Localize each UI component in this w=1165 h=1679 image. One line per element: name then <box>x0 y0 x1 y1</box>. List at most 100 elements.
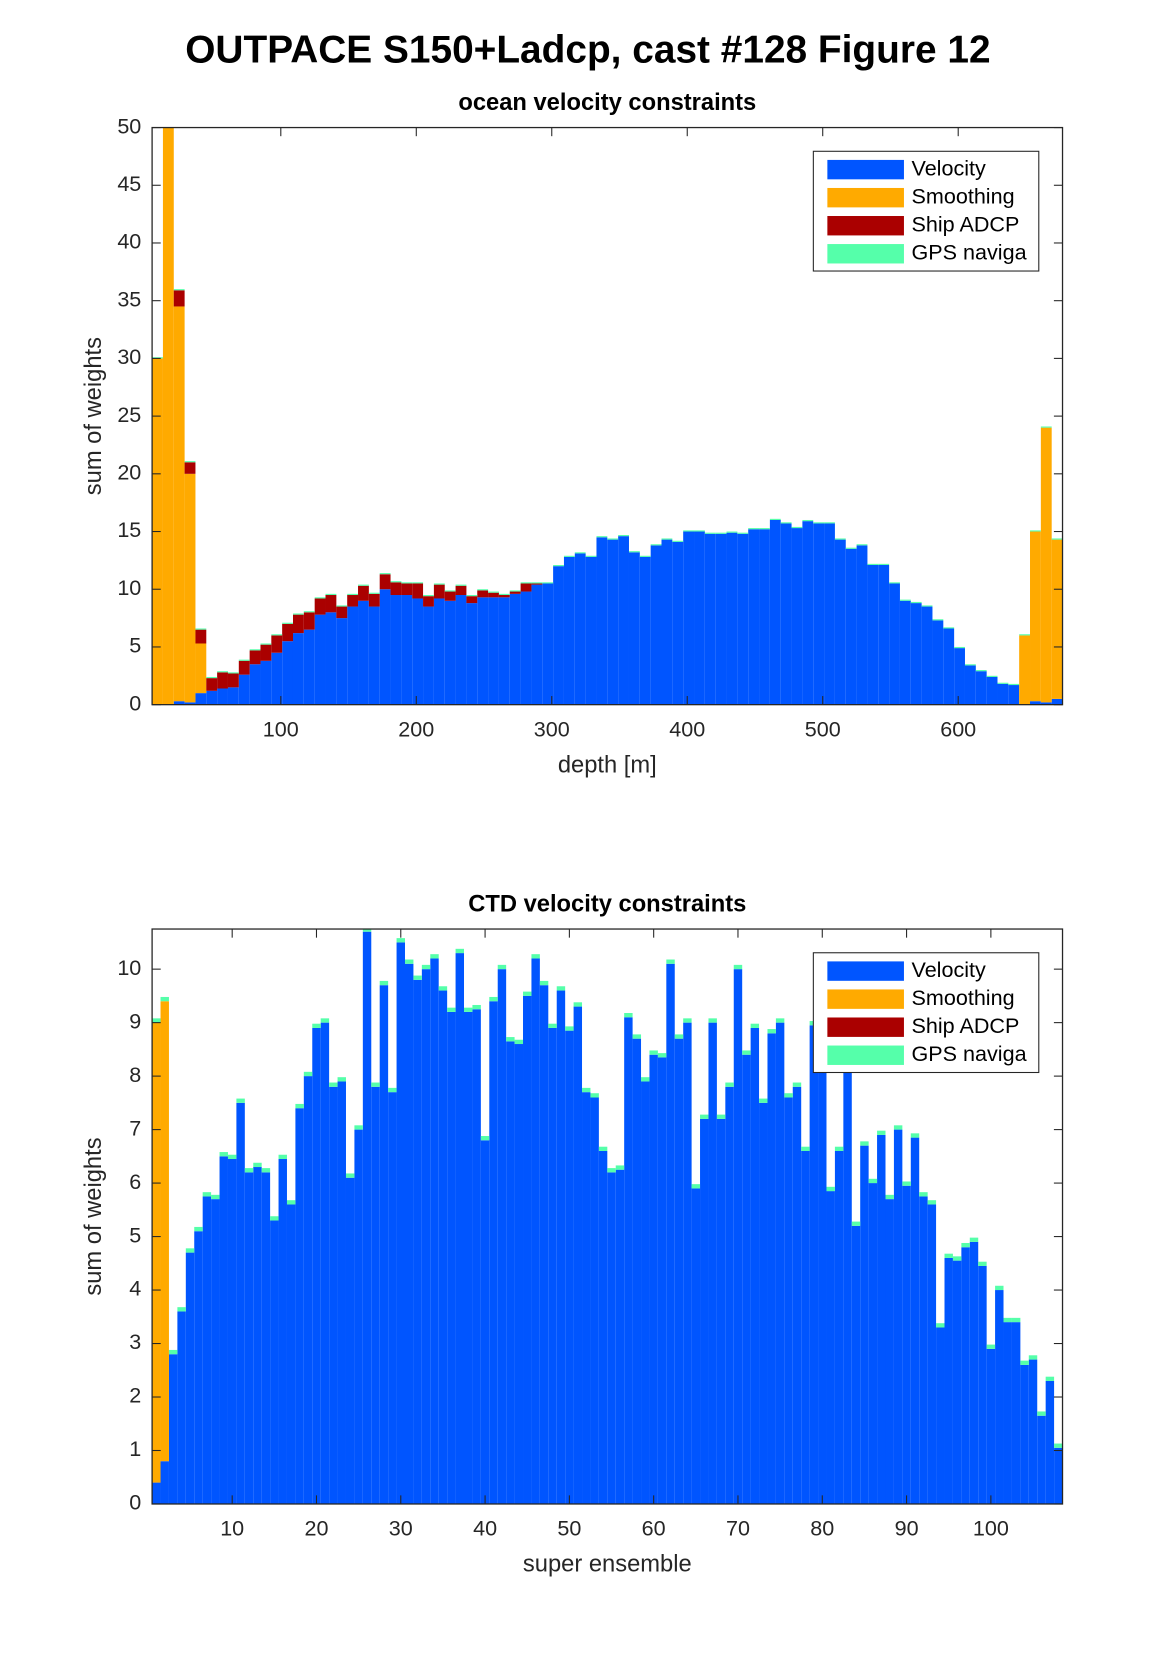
bar-segment <box>607 539 619 705</box>
bar-segment <box>523 991 532 996</box>
bar-segment <box>927 1200 937 1205</box>
bar-segment <box>292 613 304 615</box>
bar-segment <box>1019 635 1031 705</box>
bar-segment <box>211 1199 220 1504</box>
bar-segment <box>919 1192 928 1197</box>
bar-segment <box>488 592 499 598</box>
bar-segment <box>337 1077 346 1082</box>
bar-segment <box>152 1018 161 1023</box>
bar-segment <box>162 127 174 705</box>
bar-segment <box>282 641 293 705</box>
bar-segment <box>683 531 695 705</box>
y-tick-label: 0 <box>129 690 141 715</box>
bar-segment <box>661 539 673 705</box>
bar-segment <box>379 985 389 1504</box>
bar-segment <box>336 618 348 705</box>
bar-segment <box>464 1011 473 1504</box>
bar-segment <box>650 545 662 705</box>
legend: Velocity Smoothing Ship ADCP GPS naviga <box>812 150 1040 272</box>
x-axis-label: super ensemble <box>523 1552 692 1578</box>
bar-segment <box>889 582 900 584</box>
bar-segment <box>347 595 359 607</box>
bar-segment <box>260 644 272 661</box>
bar-segment <box>325 612 337 705</box>
bar-segment <box>444 591 456 601</box>
bar-segment <box>607 1168 616 1173</box>
bar-segment <box>498 595 510 598</box>
bar-segment <box>986 1348 996 1504</box>
bar-segment <box>1051 698 1063 705</box>
bar-segment <box>390 581 402 583</box>
bar-segment <box>401 595 413 705</box>
bar-segment <box>347 606 359 705</box>
y-tick-label: 25 <box>117 402 141 427</box>
bar-segment <box>177 1307 186 1312</box>
bar-segment <box>899 600 911 705</box>
y-tick-label: 10 <box>117 575 141 600</box>
y-tick-label: 7 <box>129 1115 141 1140</box>
bar-segment <box>379 589 391 705</box>
bar-segment <box>573 1002 583 1007</box>
bar-segment <box>270 1216 279 1221</box>
chart-title: CTD velocity constraints <box>468 892 746 918</box>
bar-segment <box>860 1141 869 1146</box>
y-tick-label: 15 <box>117 517 141 542</box>
bar-segment <box>573 1006 583 1504</box>
y-tick-label: 9 <box>129 1008 141 1033</box>
bar-segment <box>878 565 890 705</box>
bar-segment <box>480 1136 490 1141</box>
bar-segment <box>194 1231 203 1504</box>
bar-segment <box>412 583 424 599</box>
y-tick-label: 3 <box>129 1329 141 1354</box>
legend-label: Smoothing <box>912 183 1015 208</box>
bar-segment <box>295 1103 304 1109</box>
bar-segment <box>236 1102 245 1504</box>
x-tick-label: 10 <box>220 1516 244 1541</box>
bar-segment <box>851 1225 861 1504</box>
bar-segment <box>574 553 586 705</box>
bar-segment <box>480 1140 490 1504</box>
bar-segment <box>607 538 619 540</box>
bar-segment <box>336 606 348 619</box>
bar-segment <box>329 1082 338 1087</box>
bar-segment <box>1051 539 1063 699</box>
bar-segment <box>329 1086 338 1504</box>
y-tick-label: 35 <box>117 286 141 311</box>
bar-segment <box>514 1039 524 1045</box>
bar-segment <box>368 593 380 607</box>
bar-segment <box>615 1165 625 1170</box>
bar-segment <box>430 958 439 1504</box>
bar-segment <box>716 1118 726 1504</box>
x-tick-label: 60 <box>642 1516 666 1541</box>
bar-segment <box>345 1173 355 1178</box>
bar-segment <box>206 690 218 705</box>
bar-segment <box>401 582 413 584</box>
bar-segment <box>498 593 510 596</box>
bar-segment <box>742 1050 751 1055</box>
y-tick-label: 6 <box>129 1169 141 1194</box>
bar-segment <box>345 1177 355 1504</box>
y-tick-label: 10 <box>117 955 141 980</box>
bar-segment <box>1045 1376 1055 1381</box>
bar-segment <box>396 938 405 943</box>
bar-segment <box>539 980 549 986</box>
bar-segment <box>303 629 315 705</box>
x-tick-label: 80 <box>810 1516 834 1541</box>
bar-segment <box>184 462 196 474</box>
bar-segment <box>954 646 965 649</box>
bar-segment <box>683 1018 692 1023</box>
bar-segment <box>563 555 575 557</box>
bar-segment <box>767 1029 776 1034</box>
bar-segment <box>683 530 695 532</box>
bar-segment <box>217 688 228 705</box>
bar-segment <box>1011 1322 1021 1504</box>
bar-segment <box>910 1137 920 1504</box>
x-tick-label: 200 <box>398 716 434 741</box>
bar-segment <box>826 1191 835 1504</box>
bar-segment <box>691 1188 701 1504</box>
bar-segment <box>337 1081 346 1504</box>
bar-segment <box>466 596 478 604</box>
bar-segment <box>683 1022 692 1504</box>
bar-segment <box>404 959 414 964</box>
bar-segment <box>423 595 434 597</box>
